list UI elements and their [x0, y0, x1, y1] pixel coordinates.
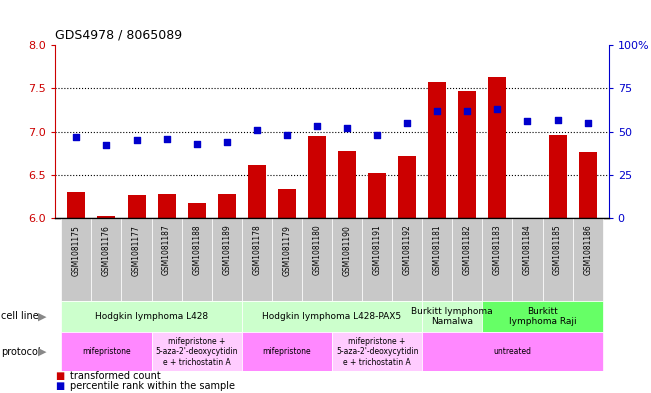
Point	[221, 139, 232, 145]
Bar	[182, 218, 212, 301]
Bar	[98, 217, 115, 218]
Text: ■: ■	[55, 381, 64, 391]
Text: GSM1081192: GSM1081192	[403, 225, 411, 275]
Text: ▶: ▶	[38, 347, 46, 357]
Point	[252, 127, 262, 133]
Bar	[392, 218, 422, 301]
Text: GSM1081188: GSM1081188	[192, 225, 201, 275]
Bar	[428, 81, 447, 218]
Text: GSM1081181: GSM1081181	[433, 225, 442, 275]
Bar	[542, 218, 573, 301]
Bar	[248, 165, 266, 218]
Text: Hodgkin lymphoma L428-PAX5: Hodgkin lymphoma L428-PAX5	[262, 312, 402, 321]
Bar	[128, 195, 146, 218]
Bar	[512, 218, 542, 301]
Text: GSM1081189: GSM1081189	[222, 225, 231, 275]
Text: Hodgkin lymphoma L428: Hodgkin lymphoma L428	[95, 312, 208, 321]
Text: GSM1081185: GSM1081185	[553, 225, 562, 275]
Text: ▶: ▶	[38, 311, 46, 321]
Text: GSM1081180: GSM1081180	[312, 225, 322, 275]
Point	[402, 120, 412, 126]
Bar	[422, 332, 603, 371]
Bar	[61, 218, 91, 301]
Text: GSM1081191: GSM1081191	[372, 225, 381, 275]
Text: Burkitt
lymphoma Raji: Burkitt lymphoma Raji	[508, 307, 576, 326]
Text: mifepristone +
5-aza-2'-deoxycytidin
e + trichostatin A: mifepristone + 5-aza-2'-deoxycytidin e +…	[156, 337, 238, 367]
Bar	[217, 194, 236, 218]
Bar	[362, 218, 392, 301]
Text: ■: ■	[55, 371, 64, 381]
Bar	[308, 136, 326, 218]
Bar	[302, 218, 332, 301]
Text: GSM1081176: GSM1081176	[102, 225, 111, 275]
Bar	[122, 218, 152, 301]
Text: GSM1081179: GSM1081179	[283, 225, 292, 275]
Text: GSM1081178: GSM1081178	[253, 225, 261, 275]
Text: mifepristone: mifepristone	[82, 347, 131, 356]
Point	[102, 142, 112, 149]
Bar	[61, 332, 152, 371]
Bar	[579, 152, 597, 218]
Bar	[278, 189, 296, 218]
Bar	[422, 218, 452, 301]
Bar	[91, 218, 122, 301]
Text: GSM1081175: GSM1081175	[72, 225, 81, 275]
Point	[372, 132, 382, 138]
Bar	[242, 301, 422, 332]
Bar	[61, 301, 242, 332]
Point	[492, 106, 503, 112]
Point	[432, 108, 443, 114]
Point	[282, 132, 292, 138]
Point	[161, 136, 172, 142]
Text: GSM1081177: GSM1081177	[132, 225, 141, 275]
Text: untreated: untreated	[493, 347, 531, 356]
Point	[71, 134, 81, 140]
Bar	[398, 156, 416, 218]
Bar	[458, 91, 477, 218]
Text: GSM1081184: GSM1081184	[523, 225, 532, 275]
Bar	[187, 202, 206, 218]
Bar	[332, 218, 362, 301]
Text: GSM1081186: GSM1081186	[583, 225, 592, 275]
Bar	[482, 218, 512, 301]
Bar	[488, 77, 506, 218]
Bar	[368, 173, 386, 218]
Text: GSM1081190: GSM1081190	[342, 225, 352, 275]
Bar	[573, 218, 603, 301]
Text: mifepristone +
5-aza-2'-deoxycytidin
e + trichostatin A: mifepristone + 5-aza-2'-deoxycytidin e +…	[336, 337, 419, 367]
Point	[342, 125, 352, 131]
Bar	[549, 135, 566, 218]
Bar	[242, 218, 272, 301]
Bar	[332, 332, 422, 371]
Text: transformed count: transformed count	[70, 371, 160, 381]
Text: GSM1081187: GSM1081187	[162, 225, 171, 275]
Point	[522, 118, 533, 125]
Bar	[158, 194, 176, 218]
Text: protocol: protocol	[1, 347, 41, 357]
Bar	[272, 218, 302, 301]
Bar	[422, 301, 482, 332]
Bar	[338, 151, 356, 218]
Bar	[242, 332, 332, 371]
Point	[132, 137, 142, 143]
Text: cell line: cell line	[1, 311, 39, 321]
Point	[552, 116, 562, 123]
Point	[583, 120, 593, 126]
Text: percentile rank within the sample: percentile rank within the sample	[70, 381, 234, 391]
Bar	[212, 218, 242, 301]
Text: GSM1081182: GSM1081182	[463, 225, 472, 275]
Bar	[452, 218, 482, 301]
Point	[312, 123, 322, 130]
Bar	[152, 332, 242, 371]
Bar	[482, 301, 603, 332]
Point	[191, 141, 202, 147]
Text: GDS4978 / 8065089: GDS4978 / 8065089	[55, 28, 182, 41]
Text: mifepristone: mifepristone	[262, 347, 311, 356]
Text: Burkitt lymphoma
Namalwa: Burkitt lymphoma Namalwa	[411, 307, 493, 326]
Bar	[152, 218, 182, 301]
Text: GSM1081183: GSM1081183	[493, 225, 502, 275]
Bar	[67, 192, 85, 218]
Point	[462, 108, 473, 114]
